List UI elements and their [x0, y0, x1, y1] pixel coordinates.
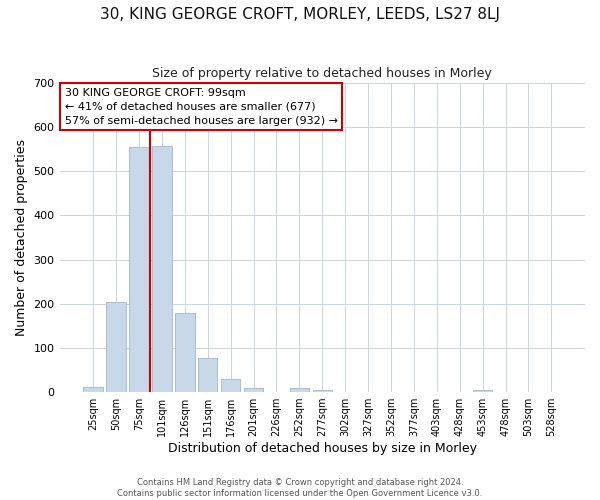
- X-axis label: Distribution of detached houses by size in Morley: Distribution of detached houses by size …: [168, 442, 477, 455]
- Bar: [83, 387, 103, 392]
- Title: Size of property relative to detached houses in Morley: Size of property relative to detached ho…: [152, 68, 492, 80]
- Bar: [106, 302, 126, 392]
- Y-axis label: Number of detached properties: Number of detached properties: [15, 139, 28, 336]
- Bar: [244, 388, 263, 392]
- Bar: [198, 358, 217, 392]
- Bar: [290, 388, 309, 392]
- Bar: [473, 390, 493, 392]
- Bar: [175, 312, 194, 392]
- Bar: [152, 146, 172, 392]
- Bar: [313, 390, 332, 392]
- Text: 30, KING GEORGE CROFT, MORLEY, LEEDS, LS27 8LJ: 30, KING GEORGE CROFT, MORLEY, LEEDS, LS…: [100, 8, 500, 22]
- Text: 30 KING GEORGE CROFT: 99sqm
← 41% of detached houses are smaller (677)
57% of se: 30 KING GEORGE CROFT: 99sqm ← 41% of det…: [65, 88, 338, 126]
- Text: Contains HM Land Registry data © Crown copyright and database right 2024.
Contai: Contains HM Land Registry data © Crown c…: [118, 478, 482, 498]
- Bar: [129, 147, 149, 392]
- Bar: [221, 379, 241, 392]
